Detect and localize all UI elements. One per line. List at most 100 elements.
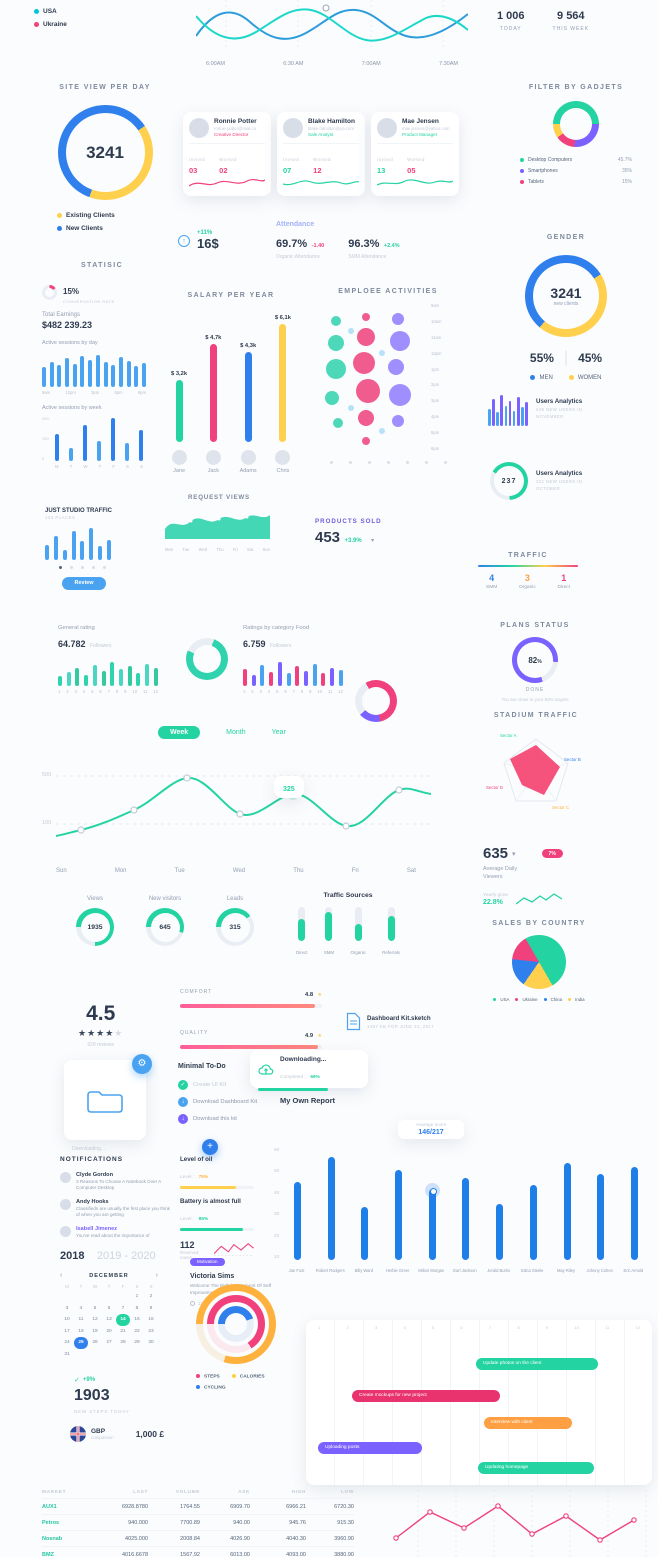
notification-item[interactable]: Isabell Jimenez You've read about the im…: [60, 1225, 170, 1239]
table-row[interactable]: Nosnab 4025.000 2008.84 4026.90 4040.30 3960.…: [42, 1530, 354, 1546]
calendar-day[interactable]: 2: [149, 1294, 153, 1299]
calendar-day[interactable]: 15: [134, 1317, 140, 1322]
todo-item[interactable]: ↓ Download Dashboard Kit: [178, 1097, 268, 1107]
gantt-task[interactable]: Update photos on the client: [476, 1358, 598, 1370]
calendar-day[interactable]: 16: [148, 1317, 154, 1322]
gantt-task[interactable]: Interview with client: [484, 1417, 572, 1429]
calendar-day[interactable]: 9: [149, 1305, 153, 1311]
calendar-day[interactable]: [102, 1349, 116, 1361]
calendar-day[interactable]: 23: [148, 1328, 154, 1334]
calendar-day[interactable]: 27: [106, 1340, 112, 1345]
year-others[interactable]: 2019 - 2020: [96, 1250, 156, 1262]
calendar-day[interactable]: 20: [106, 1328, 112, 1334]
calendar-day[interactable]: 31: [64, 1351, 70, 1357]
calendar-day[interactable]: [116, 1349, 130, 1361]
market-header[interactable]: LAST: [133, 1489, 148, 1495]
download-progress: [258, 1088, 360, 1091]
todo-item[interactable]: ✓ Create UI Kit: [178, 1080, 268, 1090]
add-task-button[interactable]: +: [202, 1139, 218, 1155]
calendar-day[interactable]: [130, 1349, 144, 1361]
calendar-day[interactable]: 12: [92, 1317, 98, 1322]
calendar-day[interactable]: [74, 1349, 88, 1361]
calendar-day[interactable]: 10: [64, 1317, 70, 1322]
market-header[interactable]: MARKET: [42, 1489, 67, 1495]
calendar-day[interactable]: 7: [121, 1305, 125, 1311]
user-card[interactable]: Ronnie Potter ronnie.potter@mail.co Crea…: [183, 112, 271, 196]
kpi-new-visitors: New visitors 645: [136, 896, 194, 946]
invited-label: Invited: [377, 157, 394, 162]
download-icon[interactable]: ↓: [178, 1114, 188, 1124]
gender-widget: GENDER 3241 new clients 55% | 45% MEN WO…: [505, 234, 627, 381]
table-row[interactable]: Petros 940.000 7700.89 940.00 945.76 915.30: [42, 1514, 354, 1530]
market-header[interactable]: LOW: [341, 1489, 354, 1495]
folder-card[interactable]: ⚙: [64, 1054, 152, 1140]
chevron-down-icon[interactable]: ▾: [512, 850, 516, 858]
check-icon[interactable]: ✓: [178, 1080, 188, 1090]
gantt-task[interactable]: Updating homepage: [478, 1462, 594, 1474]
calendar-day[interactable]: 14: [116, 1314, 130, 1326]
calendar-day[interactable]: 3: [65, 1305, 69, 1311]
calendar-day[interactable]: 13: [106, 1317, 112, 1322]
reserved-routes: 112 Reserved routes: [180, 1240, 254, 1260]
table-row[interactable]: AUX1 6928.8780 1764.55 6909.70 6966.21 6720.3…: [42, 1498, 354, 1514]
steps-label: NEW STEPS TODAY: [74, 1409, 130, 1414]
prev-month-button[interactable]: ‹: [60, 1272, 63, 1279]
calendar-day[interactable]: 5: [93, 1305, 97, 1311]
calendar-day[interactable]: 22: [134, 1328, 140, 1334]
calendar-day[interactable]: 26: [92, 1340, 98, 1345]
pagination-dots[interactable]: [45, 566, 123, 569]
calendar-day[interactable]: 8: [135, 1305, 139, 1311]
calendar-day[interactable]: [144, 1349, 158, 1361]
tab-year[interactable]: Year: [271, 729, 286, 736]
tab-week[interactable]: Week: [158, 726, 201, 739]
calendar-day[interactable]: 24: [64, 1340, 70, 1345]
chevron-down-icon[interactable]: ▾: [371, 538, 375, 544]
products-sold-widget: PRODUCTS SOLD 453 +3.9% ▾: [315, 518, 382, 547]
calendar-day[interactable]: [116, 1291, 130, 1303]
tab-month[interactable]: Month: [226, 729, 246, 736]
calendar-day[interactable]: [88, 1291, 102, 1303]
legend-label: Ukraine: [43, 21, 67, 28]
month-label: DECEMBER: [89, 1272, 129, 1279]
calendar-day[interactable]: 17: [64, 1328, 70, 1334]
user-card[interactable]: Mae Jensen mae.jensen@yahoo.com Product …: [371, 112, 459, 196]
calendar-day[interactable]: 25: [74, 1337, 88, 1349]
todo-item[interactable]: ↓ Download this kit: [178, 1114, 268, 1124]
download-icon[interactable]: ↓: [178, 1097, 188, 1107]
calendar-day[interactable]: 1: [135, 1294, 139, 1299]
viewers-value: 635: [483, 845, 509, 862]
calendar-day[interactable]: 30: [148, 1340, 154, 1345]
calendar-day[interactable]: [102, 1291, 116, 1303]
calendar-day[interactable]: 19: [92, 1328, 98, 1334]
calendar-day[interactable]: 6: [107, 1305, 111, 1311]
review-button[interactable]: Review: [62, 577, 106, 590]
calendar-day[interactable]: 21: [120, 1328, 126, 1334]
market-header[interactable]: HIGH: [291, 1489, 306, 1495]
calendar-day[interactable]: 11: [78, 1317, 84, 1322]
user-card[interactable]: Blake Hamilton blake.hamilton@ya.com Sal…: [277, 112, 365, 196]
gantt-task[interactable]: Uploading posts: [318, 1442, 422, 1454]
calendar-day[interactable]: 28: [120, 1340, 126, 1345]
routes-value: 112: [180, 1240, 195, 1250]
market-header[interactable]: ASK: [238, 1489, 250, 1495]
notification-item[interactable]: Andy Hooks Classifieds are usually the f…: [60, 1198, 170, 1219]
gear-icon[interactable]: ⚙: [132, 1054, 152, 1074]
market-header[interactable]: VOLUME: [175, 1489, 200, 1495]
legend-label: Existing Clients: [66, 212, 115, 219]
file-attachment[interactable]: Dashboard Kit.sketch 1457 KB FOR JUNE 24…: [346, 1012, 434, 1031]
salary-value: $ 4,3k: [240, 343, 257, 349]
calendar-day[interactable]: 29: [134, 1340, 140, 1345]
invited-label: Invited: [283, 157, 300, 162]
calendar-day[interactable]: [60, 1291, 74, 1303]
notification-item[interactable]: Clyde Gordon 3 Reasons To Choose A Noteb…: [60, 1172, 170, 1192]
calendar-day[interactable]: [88, 1349, 102, 1361]
year-current[interactable]: 2018: [60, 1250, 85, 1262]
calendar-day[interactable]: [74, 1291, 88, 1303]
table-row[interactable]: BMZ 4016.6678 1567.92 6013.00 4093.00 3880.90: [42, 1546, 354, 1557]
calendar-day[interactable]: 4: [79, 1305, 83, 1311]
calendar-day[interactable]: 18: [78, 1328, 84, 1334]
gantt-task[interactable]: Create mockups for new project: [352, 1390, 500, 1402]
next-month-button[interactable]: ›: [155, 1272, 158, 1279]
calendar-grid[interactable]: 1 2 3 4 5 6 7 8 9 10 11 12 13 14 15 16 17 18 19 20 21 22 23 24 2…: [60, 1291, 158, 1360]
sector-a-label: Sector A: [500, 733, 517, 738]
